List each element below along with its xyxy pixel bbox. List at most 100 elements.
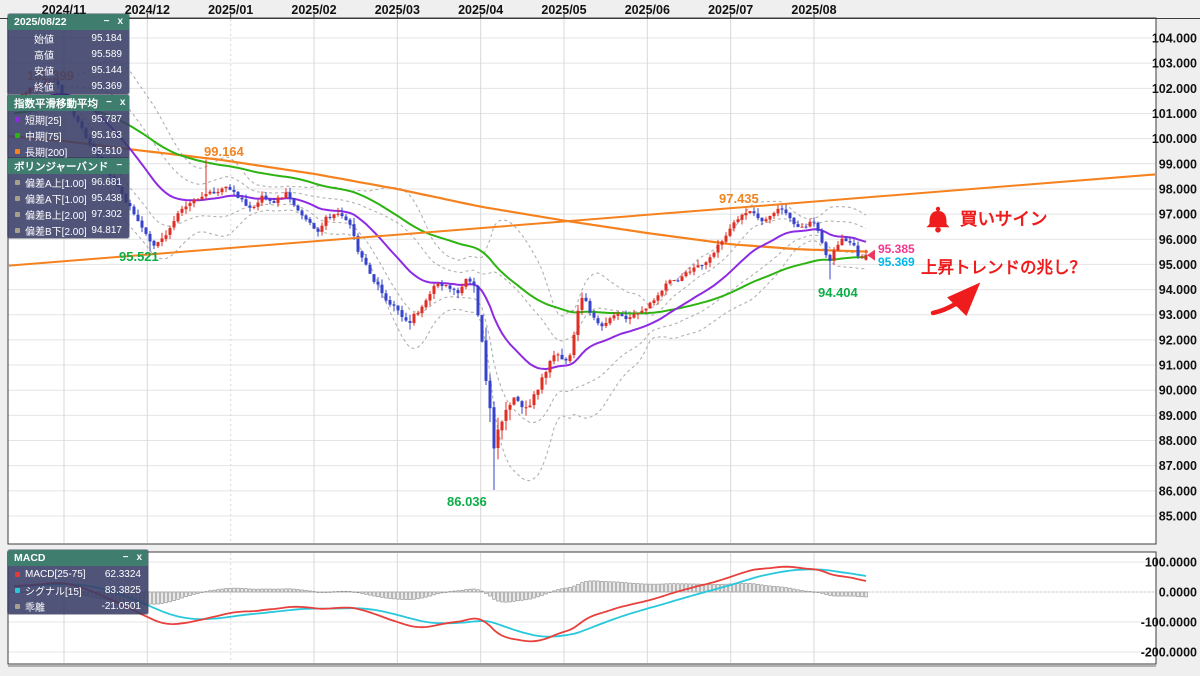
series-color-dot bbox=[15, 116, 20, 122]
macd-legend-panel[interactable]: MACD − x MACD[25-75] 62.3324 シグナル[15] 83.3… bbox=[8, 550, 148, 614]
price-axis: 104.000 103.000 102.000 101.000 100.000 99.00… bbox=[1141, 32, 1197, 660]
close-button[interactable]: x bbox=[119, 97, 126, 108]
panel-date-title: 2025/08/22 bbox=[14, 16, 67, 28]
series-color-dot bbox=[15, 179, 20, 185]
series-value: 95.163 bbox=[91, 129, 122, 141]
close-value: 95.369 bbox=[91, 80, 122, 92]
bollinger-legend-panel[interactable]: ボリンジャーバンド − x 偏差A上[1.00] 96.681 偏差A下[1.00… bbox=[8, 158, 136, 238]
month-label: 2025/05 bbox=[541, 3, 586, 17]
series-label: 偏差B下[2.00] bbox=[25, 226, 87, 238]
month-label: 2025/06 bbox=[625, 3, 670, 17]
panel-row: 高値 95.589 bbox=[8, 46, 129, 62]
panel-row: 偏差A上[1.00] 96.681 bbox=[8, 174, 129, 190]
month-label: 2025/07 bbox=[708, 3, 753, 17]
series-value: 95.787 bbox=[91, 113, 122, 125]
swing-price-label: 94.404 bbox=[818, 285, 859, 300]
series-value: 62.3324 bbox=[104, 568, 141, 580]
panel-header: MACD − x bbox=[8, 550, 148, 566]
macd-tick-label: 100.0000 bbox=[1145, 556, 1197, 570]
panel-row: 中期[75] 95.163 bbox=[8, 127, 129, 143]
month-label: 2025/01 bbox=[208, 3, 253, 17]
date-axis: 2024/11 2024/12 2025/01 2025/02 2025/03 2025/… bbox=[42, 3, 837, 18]
series-label: MACD[25-75] bbox=[25, 568, 86, 580]
price-tick-label: 100.000 bbox=[1152, 132, 1197, 146]
price-tick-label: 91.000 bbox=[1159, 359, 1197, 373]
panel-row: 始値 95.184 bbox=[8, 30, 129, 46]
high-label: 高値 bbox=[34, 50, 54, 62]
month-label: 2025/02 bbox=[291, 3, 336, 17]
price-tick-label: 90.000 bbox=[1159, 384, 1197, 398]
low-label: 安値 bbox=[34, 66, 54, 78]
price-tick-label: 102.000 bbox=[1152, 82, 1197, 96]
bell-icon bbox=[926, 206, 950, 233]
month-label: 2024/12 bbox=[125, 3, 170, 17]
panel-row: 偏差A下[1.00] 95.438 bbox=[8, 190, 129, 206]
series-label: 長期[200] bbox=[25, 147, 68, 159]
price-tick-label: 104.000 bbox=[1152, 32, 1197, 46]
minimize-button[interactable]: − bbox=[106, 97, 112, 108]
trend-note-text: 上昇トレンドの兆し？ bbox=[921, 258, 1086, 277]
price-tick-label: 87.000 bbox=[1159, 459, 1197, 473]
series-label: 偏差A上[1.00] bbox=[25, 178, 87, 190]
close-button[interactable]: x bbox=[130, 160, 136, 171]
price-plot-background[interactable] bbox=[8, 18, 1156, 544]
minimize-button[interactable]: − bbox=[103, 16, 110, 27]
price-tick-label: 85.000 bbox=[1159, 510, 1197, 524]
ohlc-info-panel[interactable]: 2025/08/22 − x 始値 95.184 高値 95.589 安値 95.14… bbox=[8, 14, 129, 94]
support-trendline[interactable] bbox=[8, 173, 1156, 267]
close-button[interactable]: x bbox=[117, 16, 123, 27]
panel-row: 安値 95.144 bbox=[8, 62, 129, 78]
price-tick-label: 94.000 bbox=[1159, 283, 1197, 297]
current-close-label: 95.369 bbox=[878, 255, 915, 269]
price-tick-label: 97.000 bbox=[1159, 208, 1197, 222]
macd-line bbox=[13, 565, 867, 643]
price-tick-label: 101.000 bbox=[1152, 107, 1197, 121]
price-tick-label: 95.000 bbox=[1159, 258, 1197, 272]
minimize-button[interactable]: − bbox=[116, 160, 123, 171]
price-tick-label: 86.000 bbox=[1159, 484, 1197, 498]
ema-panel-title: 指数平滑移動平均 bbox=[14, 97, 98, 110]
series-value: -21.0501 bbox=[101, 600, 141, 612]
macd-plot bbox=[9, 565, 1155, 643]
panel-header: 2025/08/22 − x bbox=[8, 14, 129, 30]
month-label: 2025/04 bbox=[458, 3, 503, 17]
panel-header: 指数平滑移動平均 − x bbox=[8, 95, 129, 111]
ema200-line bbox=[9, 135, 869, 253]
panel-row: シグナル[15] 83.3825 bbox=[8, 582, 148, 598]
minimize-button[interactable]: − bbox=[122, 552, 129, 563]
swing-price-label: 99.164 bbox=[204, 144, 245, 159]
series-color-dot bbox=[15, 227, 20, 233]
series-label: シグナル[15] bbox=[25, 586, 82, 598]
ema25-line bbox=[13, 92, 867, 371]
bollinger-band-line bbox=[13, 104, 867, 482]
price-tick-label: 96.000 bbox=[1159, 233, 1197, 247]
series-value: 95.510 bbox=[91, 145, 122, 157]
buy-signal-text: 買いサイン bbox=[960, 209, 1048, 229]
series-value: 96.681 bbox=[91, 176, 122, 188]
panel-row: 偏差B上[2.00] 97.302 bbox=[8, 206, 129, 222]
ema75-line bbox=[13, 105, 867, 315]
panel-row: 短期[25] 95.787 bbox=[8, 111, 129, 127]
current-bid-label: 95.385 bbox=[878, 242, 915, 256]
ema-legend-panel[interactable]: 指数平滑移動平均 − x 短期[25] 95.787 中期[75] 95.163 長… bbox=[8, 95, 129, 159]
series-label: 偏差A下[1.00] bbox=[25, 194, 87, 206]
series-color-dot bbox=[15, 148, 20, 154]
month-label: 2025/03 bbox=[375, 3, 420, 17]
series-label: 短期[25] bbox=[25, 115, 62, 127]
current-price-arrow-icon bbox=[867, 249, 875, 261]
macd-plot-background[interactable] bbox=[8, 552, 1156, 664]
month-label: 2024/11 bbox=[42, 3, 87, 17]
series-color-dot bbox=[15, 587, 20, 593]
series-color-dot bbox=[15, 132, 20, 138]
close-button[interactable]: x bbox=[136, 552, 142, 563]
candlestick-series bbox=[12, 78, 868, 490]
bollinger-band-line bbox=[13, 100, 867, 423]
panel-row: 長期[200] 95.510 bbox=[8, 143, 129, 159]
series-color-dot bbox=[15, 603, 20, 609]
macd-signal-line bbox=[14, 568, 867, 638]
price-tick-label: 93.000 bbox=[1159, 308, 1197, 322]
bollinger-panel-title: ボリンジャーバンド bbox=[14, 160, 109, 173]
swing-price-label: 97.435 bbox=[719, 191, 759, 206]
